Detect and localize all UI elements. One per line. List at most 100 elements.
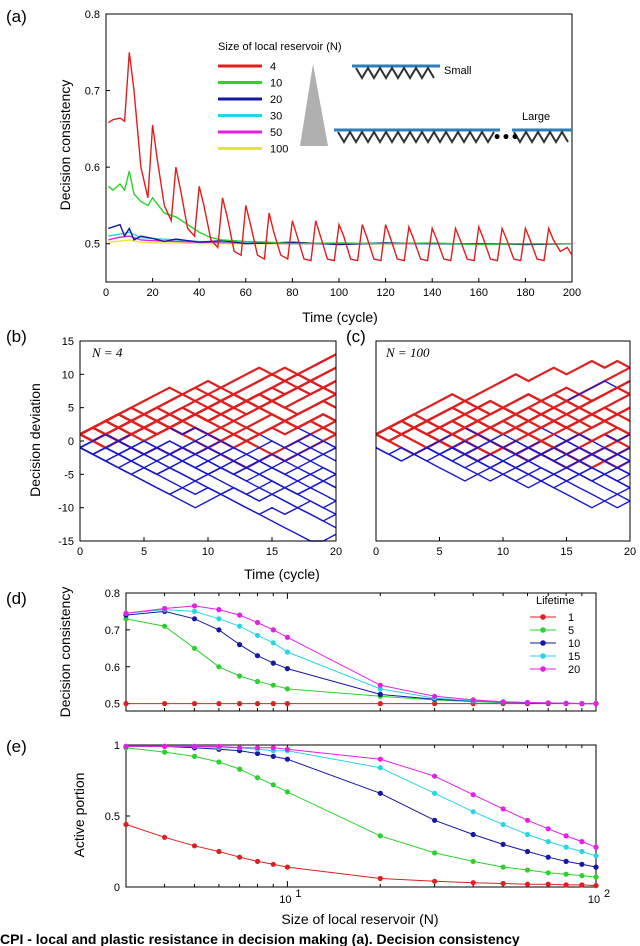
b-ytick-label: -5 — [64, 469, 74, 481]
d-series-point-1 — [216, 701, 222, 707]
e-series-point-15 — [470, 809, 476, 815]
e-series-point-1 — [270, 861, 276, 867]
b-xtick-label: 20 — [330, 546, 342, 558]
e-series-point-5 — [216, 759, 222, 765]
walk-trajectory — [400, 419, 631, 456]
panel-a-legend-items: 4 10 20 30 50 100 — [218, 61, 288, 156]
d-series-point-1 — [237, 701, 243, 707]
b-ytick-label: 5 — [68, 403, 74, 415]
d-series-point-5 — [123, 616, 129, 622]
e-series-point-5 — [191, 753, 198, 760]
e-series-point-15 — [524, 831, 531, 838]
a-series-line-4 — [107, 52, 573, 262]
e-series-point-15 — [563, 844, 569, 850]
e-series-point-20 — [593, 844, 599, 850]
e-ytick-label: 0.5 — [105, 811, 120, 823]
walk-trajectory — [79, 446, 337, 502]
reservoir-illustration: Small ••• Large — [334, 64, 572, 146]
e-series-point-5 — [524, 867, 531, 873]
e-series-point-5 — [254, 775, 261, 781]
a-legend-label-20: 20 — [270, 94, 282, 106]
panel-a-legend: Size of local reservoir (N) 4 10 20 30 50 100 — [218, 41, 341, 156]
panel-d-ticks: 0.5 0.6 0.7 0.8 — [105, 588, 597, 711]
e-ytick-label: 1 — [114, 740, 120, 752]
walk-trajectory — [79, 373, 337, 449]
d-series-point-20 — [563, 700, 569, 706]
d-series-point-5 — [237, 673, 243, 679]
e-series-point-10 — [579, 861, 585, 867]
d-series-line-10 — [125, 610, 596, 705]
d-series-point-15 — [191, 608, 198, 615]
panel-c-annotation: N = 100 — [385, 345, 430, 360]
a-xtick-label: 80 — [286, 287, 298, 299]
d-series-point-20 — [123, 610, 129, 616]
panel-b: (b) Decision deviation 0 5 10 15 20-15-10-50… — [6, 327, 342, 558]
d-series-point-20 — [579, 701, 585, 707]
d-legend-marker-20 — [540, 666, 546, 672]
walk-trajectory — [375, 393, 631, 443]
e-series-point-1 — [123, 821, 129, 828]
d-series-point-10 — [237, 642, 243, 648]
d-series-point-5 — [254, 678, 261, 685]
e-xtick-label: 10 — [279, 894, 291, 906]
d-series-point-1 — [284, 701, 290, 707]
d-series-point-1 — [254, 701, 261, 707]
panel-d-frame — [125, 592, 597, 712]
a-series-line-10 — [107, 170, 572, 246]
panel-a-legend-title: Size of local reservoir (N) — [218, 41, 341, 53]
walk-trajectory — [79, 447, 337, 509]
e-series-point-1 — [500, 880, 506, 887]
panel-a: (a) Decision consistency Time (cycle) 0 2… — [6, 7, 581, 325]
d-series-point-5 — [191, 645, 198, 651]
b-xtick-label: 0 — [77, 546, 83, 558]
e-series-point-1 — [432, 878, 438, 884]
d-ytick-label: 0.7 — [105, 625, 120, 637]
a-legend-label-30: 30 — [270, 111, 282, 123]
e-series-point-20 — [254, 745, 261, 751]
d-series-point-20 — [545, 700, 551, 706]
d-series-point-15 — [270, 640, 276, 646]
e-series-point-10 — [563, 858, 569, 865]
a-legend-label-50: 50 — [270, 127, 282, 139]
small-reservoir-zigzag-icon — [355, 66, 435, 80]
d-series-point-5 — [284, 686, 290, 692]
e-ytick-label: 0 — [114, 882, 120, 894]
e-series-point-20 — [524, 817, 531, 823]
e-series-point-5 — [162, 749, 168, 755]
a-ytick-label: 0.5 — [85, 239, 100, 251]
e-series-point-20 — [216, 743, 222, 750]
e-series-point-15 — [377, 765, 383, 771]
d-legend-label-10: 10 — [568, 638, 580, 650]
walk-trajectory — [79, 447, 337, 509]
d-series-point-1 — [377, 701, 383, 707]
d-series-point-15 — [254, 632, 261, 639]
b-ytick-label: 0 — [68, 436, 74, 448]
walk-trajectory — [426, 446, 631, 489]
d-series-point-1 — [162, 701, 168, 707]
e-series-point-20 — [237, 745, 243, 751]
c-xtick-label: 0 — [373, 546, 379, 558]
walk-trajectory — [79, 373, 337, 449]
d-series-point-10 — [284, 666, 290, 672]
d-series-point-20 — [432, 693, 438, 699]
panel-e-frame — [125, 744, 597, 888]
panel-e-ylabel: Active portion — [71, 773, 87, 858]
e-series-point-10 — [470, 831, 476, 838]
e-series-point-1 — [162, 834, 168, 840]
a-xtick-label: 160 — [470, 287, 488, 299]
e-series-point-20 — [563, 833, 569, 839]
e-series-point-20 — [270, 745, 276, 751]
e-series-point-10 — [254, 750, 261, 757]
e-series-point-5 — [284, 789, 290, 795]
panel-b-annotation: N = 4 — [91, 345, 123, 360]
a-xtick-label: 180 — [516, 287, 534, 299]
c-xtick-label: 10 — [497, 546, 509, 558]
walk-trajectory — [400, 359, 631, 436]
e-series-point-1 — [563, 882, 569, 888]
d-series-point-20 — [270, 627, 276, 633]
a-xtick-label: 140 — [423, 287, 441, 299]
d-series-point-20 — [593, 701, 599, 707]
